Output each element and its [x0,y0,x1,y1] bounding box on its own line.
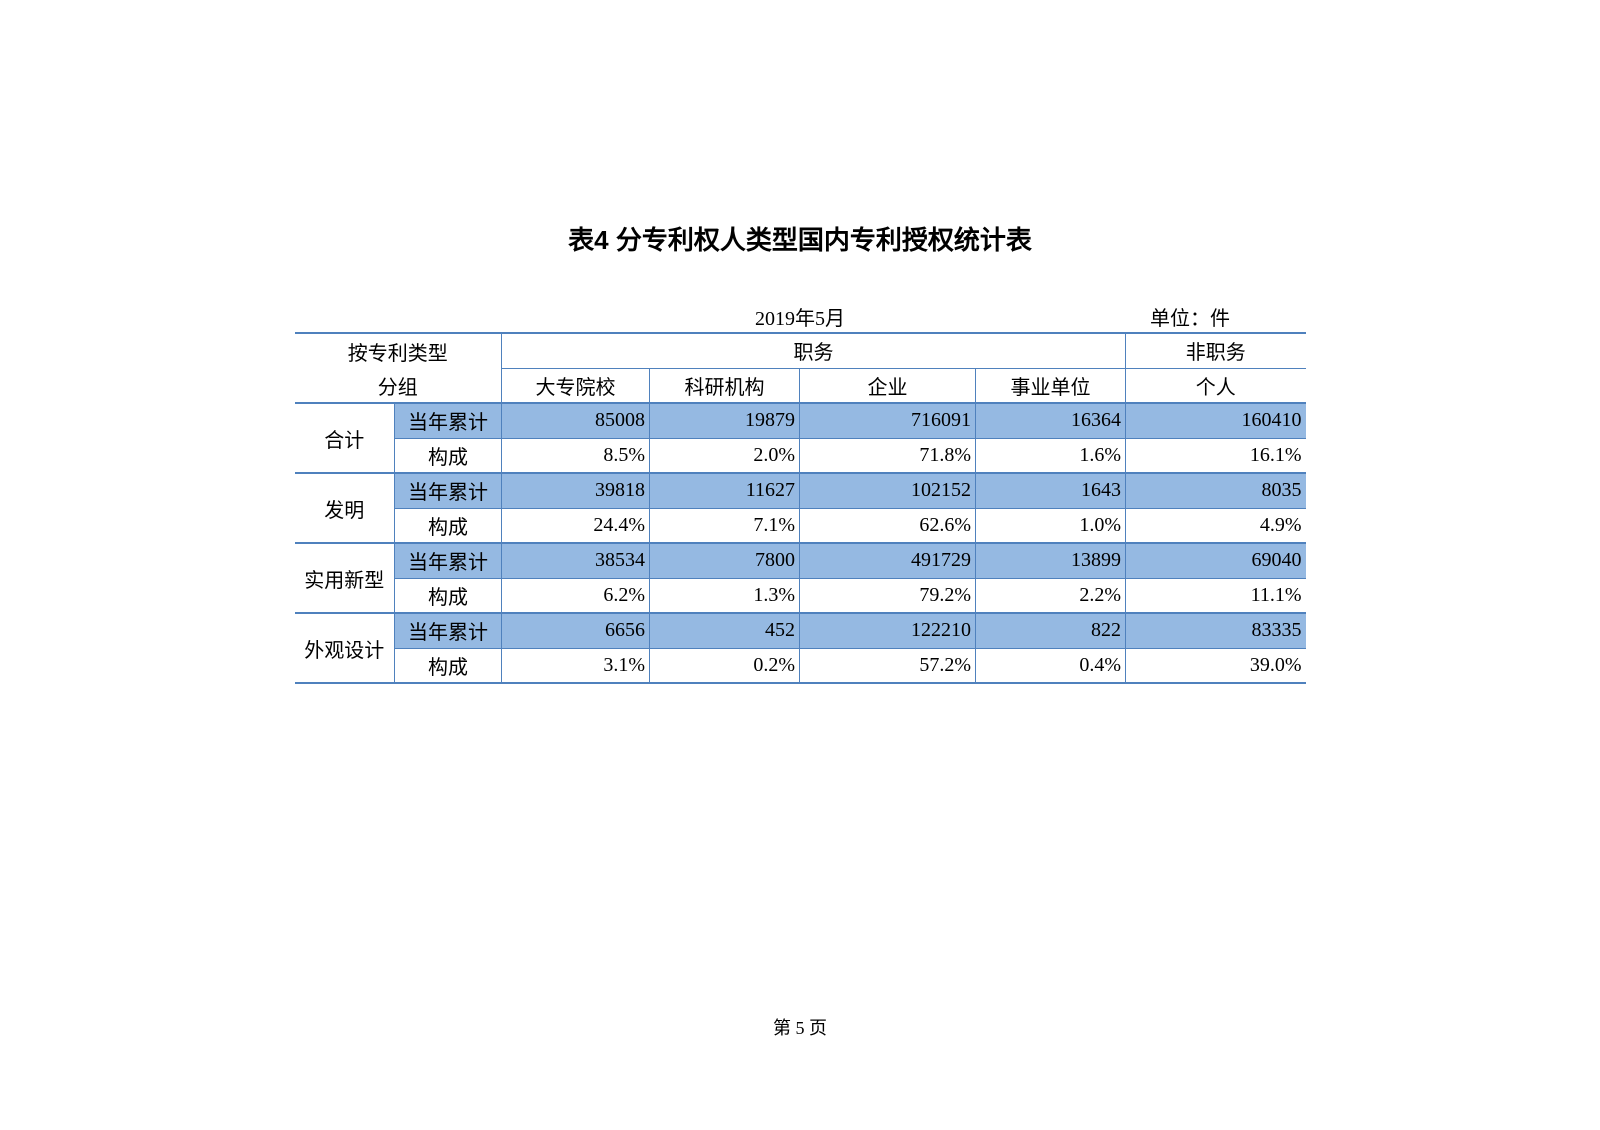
hdr-c3: 企业 [800,368,976,403]
cell: 83335 [1126,613,1306,648]
cell: 7.1% [650,508,800,543]
hdr-c5: 个人 [1126,368,1306,403]
cell: 452 [650,613,800,648]
cell: 11627 [650,473,800,508]
cell: 39818 [502,473,650,508]
cell: 3.1% [502,648,650,683]
cell: 4.9% [1126,508,1306,543]
row-sublabel: 当年累计 [395,473,502,508]
cell: 85008 [502,403,650,438]
cell: 822 [976,613,1126,648]
date-label: 2019年5月 [755,302,845,331]
cell: 102152 [800,473,976,508]
cell: 24.4% [502,508,650,543]
cell: 1.6% [976,438,1126,473]
row-sublabel: 构成 [395,508,502,543]
cell: 1.0% [976,508,1126,543]
patent-table: 按专利类型 职务 非职务 分组 大专院校 科研机构 企业 事业单位 个人 合计 … [295,332,1306,684]
cell: 11.1% [1126,578,1306,613]
cell: 57.2% [800,648,976,683]
cell: 38534 [502,543,650,578]
meta-row: 2019年5月 单位：件 [295,302,1305,330]
row-label: 合计 [295,403,395,473]
cell: 1643 [976,473,1126,508]
cell: 16.1% [1126,438,1306,473]
hdr-c4: 事业单位 [976,368,1126,403]
cell: 13899 [976,543,1126,578]
cell: 0.4% [976,648,1126,683]
cell: 716091 [800,403,976,438]
hdr-group-bottom: 分组 [295,368,502,403]
cell: 160410 [1126,403,1306,438]
cell: 8.5% [502,438,650,473]
row-sublabel: 构成 [395,578,502,613]
unit-label: 单位：件 [1150,302,1230,331]
cell: 6.2% [502,578,650,613]
cell: 0.2% [650,648,800,683]
cell: 6656 [502,613,650,648]
row-label: 外观设计 [295,613,395,683]
row-sublabel: 当年累计 [395,543,502,578]
cell: 62.6% [800,508,976,543]
hdr-nonocc: 非职务 [1126,333,1306,368]
cell: 79.2% [800,578,976,613]
cell: 122210 [800,613,976,648]
cell: 7800 [650,543,800,578]
row-label: 实用新型 [295,543,395,613]
cell: 19879 [650,403,800,438]
hdr-group-top: 按专利类型 [295,333,502,368]
row-label: 发明 [295,473,395,543]
cell: 8035 [1126,473,1306,508]
row-sublabel: 当年累计 [395,403,502,438]
hdr-c1: 大专院校 [502,368,650,403]
table-title: 表4 分专利权人类型国内专利授权统计表 [0,220,1600,257]
cell: 491729 [800,543,976,578]
hdr-occ: 职务 [502,333,1126,368]
hdr-c2: 科研机构 [650,368,800,403]
cell: 16364 [976,403,1126,438]
cell: 1.3% [650,578,800,613]
page-footer: 第 5 页 [0,1014,1600,1040]
cell: 69040 [1126,543,1306,578]
cell: 71.8% [800,438,976,473]
cell: 39.0% [1126,648,1306,683]
cell: 2.0% [650,438,800,473]
row-sublabel: 构成 [395,648,502,683]
row-sublabel: 构成 [395,438,502,473]
cell: 2.2% [976,578,1126,613]
row-sublabel: 当年累计 [395,613,502,648]
